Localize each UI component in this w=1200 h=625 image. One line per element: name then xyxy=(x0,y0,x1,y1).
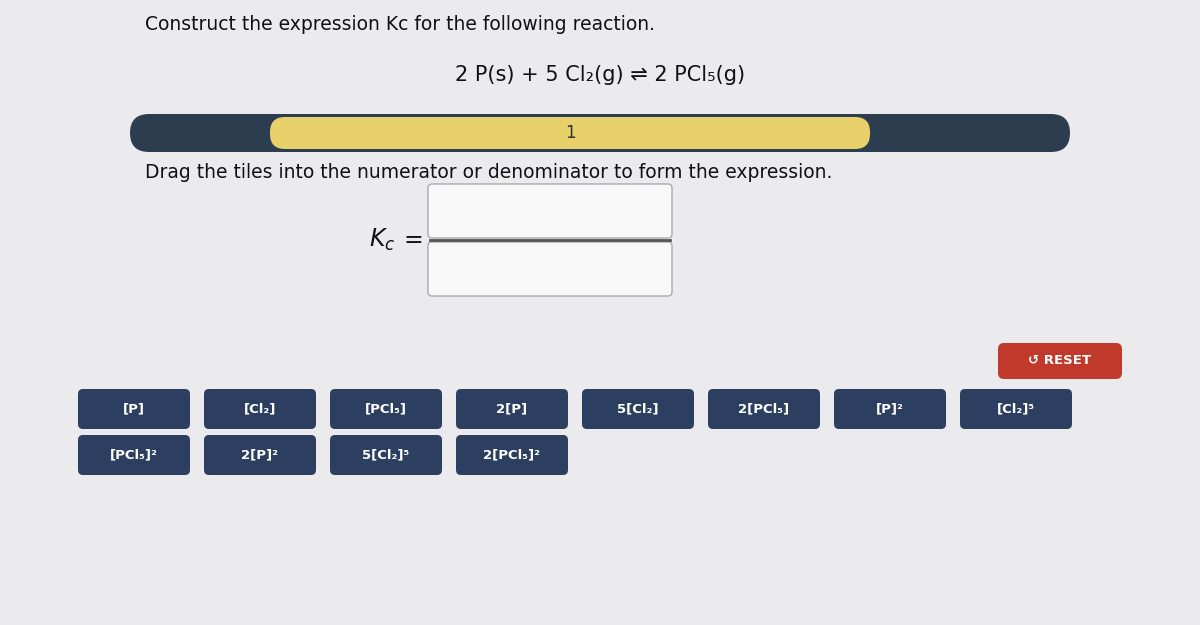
FancyBboxPatch shape xyxy=(998,343,1122,379)
Text: 5[Cl₂]⁵: 5[Cl₂]⁵ xyxy=(362,449,409,461)
Text: 2[P]: 2[P] xyxy=(497,402,528,416)
Text: 2[P]²: 2[P]² xyxy=(241,449,278,461)
FancyBboxPatch shape xyxy=(78,435,190,475)
FancyBboxPatch shape xyxy=(270,117,870,149)
Text: [PCl₅]²: [PCl₅]² xyxy=(110,449,158,461)
FancyBboxPatch shape xyxy=(130,114,1070,152)
Text: =: = xyxy=(403,228,422,252)
FancyBboxPatch shape xyxy=(582,389,694,429)
FancyBboxPatch shape xyxy=(330,389,442,429)
Text: 1: 1 xyxy=(565,124,575,142)
Text: 2 P(s) + 5 Cl₂(g) ⇌ 2 PCl₅(g): 2 P(s) + 5 Cl₂(g) ⇌ 2 PCl₅(g) xyxy=(455,65,745,85)
FancyBboxPatch shape xyxy=(78,389,190,429)
FancyBboxPatch shape xyxy=(708,389,820,429)
FancyBboxPatch shape xyxy=(456,435,568,475)
FancyBboxPatch shape xyxy=(428,184,672,238)
Text: 2[PCl₅]: 2[PCl₅] xyxy=(738,402,790,416)
FancyBboxPatch shape xyxy=(834,389,946,429)
Text: [Cl₂]⁵: [Cl₂]⁵ xyxy=(997,402,1036,416)
FancyBboxPatch shape xyxy=(330,435,442,475)
Text: 5[Cl₂]: 5[Cl₂] xyxy=(617,402,659,416)
Text: ↺ RESET: ↺ RESET xyxy=(1028,354,1092,367)
Text: [P]: [P] xyxy=(124,402,145,416)
Text: Drag the tiles into the numerator or denominator to form the expression.: Drag the tiles into the numerator or den… xyxy=(145,163,833,182)
Text: [PCl₅]: [PCl₅] xyxy=(365,402,407,416)
Text: Construct the expression Kc for the following reaction.: Construct the expression Kc for the foll… xyxy=(145,15,655,34)
FancyBboxPatch shape xyxy=(204,389,316,429)
FancyBboxPatch shape xyxy=(428,242,672,296)
Text: 2[PCl₅]²: 2[PCl₅]² xyxy=(484,449,540,461)
Text: $K_c$: $K_c$ xyxy=(368,227,395,253)
FancyBboxPatch shape xyxy=(204,435,316,475)
FancyBboxPatch shape xyxy=(456,389,568,429)
Text: [Cl₂]: [Cl₂] xyxy=(244,402,276,416)
Text: [P]²: [P]² xyxy=(876,402,904,416)
FancyBboxPatch shape xyxy=(960,389,1072,429)
